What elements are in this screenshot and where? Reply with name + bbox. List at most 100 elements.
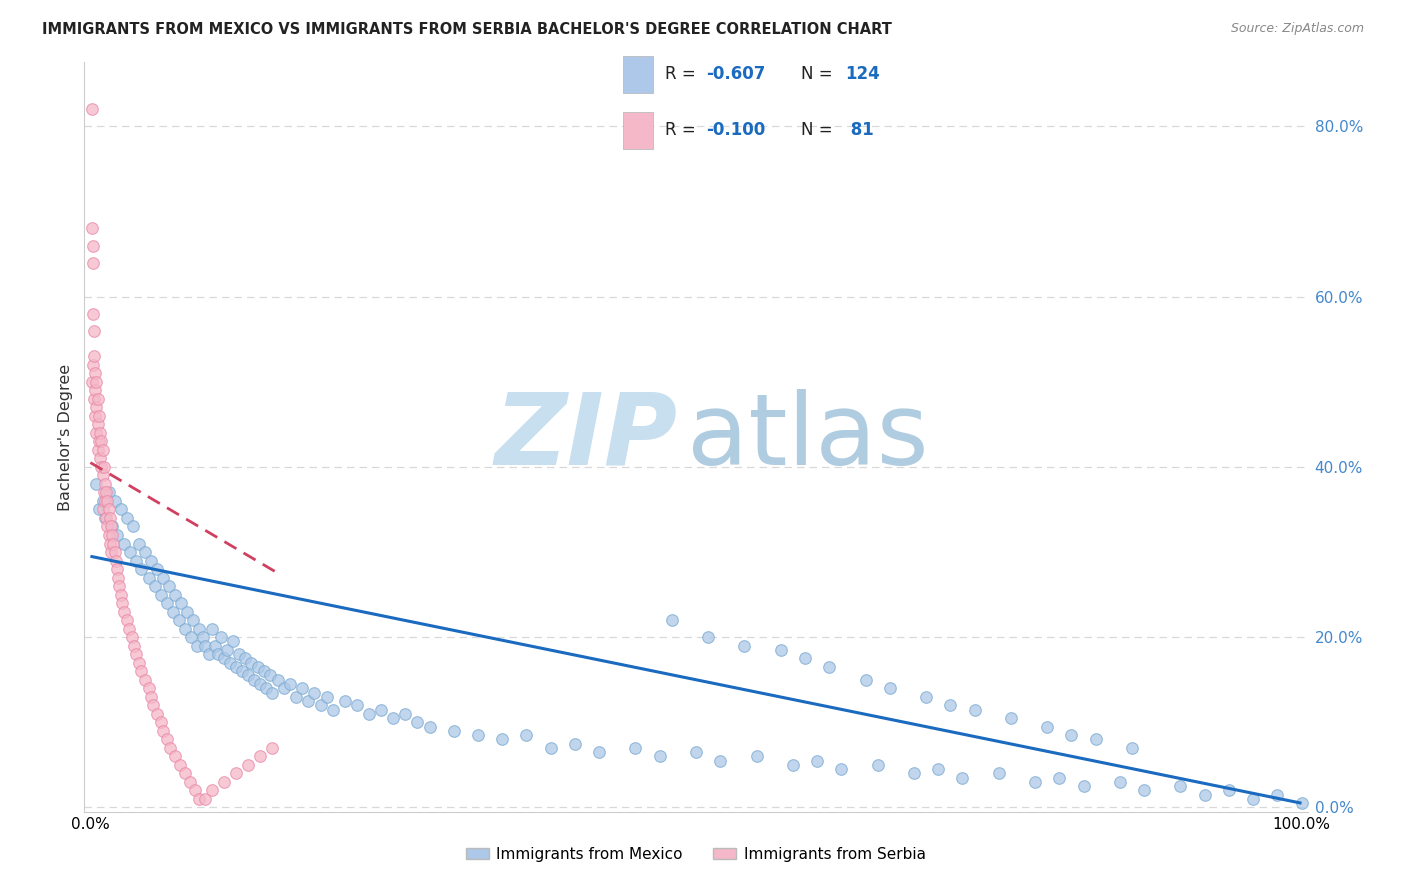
Point: [236, 668, 259, 682]
Point: [146, 562, 169, 576]
Point: [285, 690, 308, 704]
Point: [84, 409, 107, 423]
Point: [209, 630, 232, 644]
Text: -0.607: -0.607: [706, 65, 765, 83]
Point: [273, 681, 295, 696]
Point: [963, 702, 986, 716]
Point: [382, 711, 405, 725]
Point: [204, 639, 226, 653]
Point: [120, 545, 142, 559]
Point: [309, 698, 332, 713]
Point: [128, 536, 150, 550]
Point: [191, 630, 214, 644]
Point: [217, 643, 239, 657]
Point: [94, 476, 117, 491]
Point: [661, 613, 683, 627]
Point: [183, 613, 205, 627]
Point: [794, 651, 817, 665]
Point: [262, 740, 284, 755]
Point: [98, 511, 121, 525]
Point: [1133, 783, 1156, 797]
Point: [83, 392, 105, 406]
Point: [1121, 740, 1143, 755]
Point: [104, 545, 127, 559]
Point: [152, 723, 174, 738]
Point: [225, 766, 247, 780]
Point: [89, 425, 111, 440]
Point: [173, 622, 195, 636]
Point: [259, 668, 281, 682]
Point: [315, 690, 337, 704]
Point: [1060, 728, 1083, 742]
Point: [228, 647, 250, 661]
Point: [515, 728, 537, 742]
Point: [418, 720, 440, 734]
Point: [82, 358, 104, 372]
Point: [91, 468, 114, 483]
Point: [252, 664, 274, 679]
Point: [96, 485, 118, 500]
Point: [685, 745, 707, 759]
Point: [87, 502, 110, 516]
Point: [139, 690, 162, 704]
Point: [156, 732, 179, 747]
Point: [467, 728, 489, 742]
Point: [225, 660, 247, 674]
Point: [94, 494, 117, 508]
Point: [165, 588, 187, 602]
Point: [218, 656, 240, 670]
Text: 81: 81: [845, 120, 873, 139]
Text: R =: R =: [665, 120, 700, 139]
Point: [167, 613, 190, 627]
Point: [170, 596, 193, 610]
Text: -0.100: -0.100: [706, 120, 765, 139]
Point: [138, 571, 160, 585]
Point: [176, 605, 198, 619]
Point: [200, 783, 222, 797]
Point: [1084, 732, 1107, 747]
Point: [540, 740, 562, 755]
Point: [87, 409, 110, 423]
Point: [86, 392, 108, 406]
Point: [129, 664, 152, 679]
Point: [112, 605, 135, 619]
Point: [243, 673, 266, 687]
Point: [91, 502, 114, 516]
Point: [733, 639, 755, 653]
Point: [173, 766, 195, 780]
Point: [1194, 788, 1216, 802]
Point: [297, 694, 319, 708]
Point: [1265, 788, 1288, 802]
Point: [96, 511, 118, 525]
Point: [818, 660, 841, 674]
Point: [1047, 771, 1070, 785]
Point: [1036, 720, 1059, 734]
Point: [101, 528, 124, 542]
Point: [235, 651, 257, 665]
Point: [855, 673, 877, 687]
Point: [249, 677, 271, 691]
Point: [333, 694, 356, 708]
Point: [231, 664, 253, 679]
Point: [115, 511, 138, 525]
Point: [1291, 796, 1313, 810]
Point: [128, 656, 150, 670]
Point: [194, 639, 217, 653]
Point: [1241, 792, 1264, 806]
Point: [80, 221, 103, 235]
Point: [370, 702, 392, 716]
Point: [107, 571, 129, 585]
Text: N =: N =: [800, 120, 838, 139]
Point: [84, 384, 107, 398]
Point: [83, 349, 105, 363]
Point: [149, 715, 172, 730]
Point: [112, 536, 135, 550]
Point: [697, 630, 720, 644]
Text: ZIP: ZIP: [495, 389, 678, 485]
Text: R =: R =: [665, 65, 700, 83]
Point: [143, 579, 166, 593]
Point: [806, 754, 828, 768]
Point: [188, 622, 211, 636]
Point: [394, 706, 416, 721]
Point: [86, 401, 108, 415]
